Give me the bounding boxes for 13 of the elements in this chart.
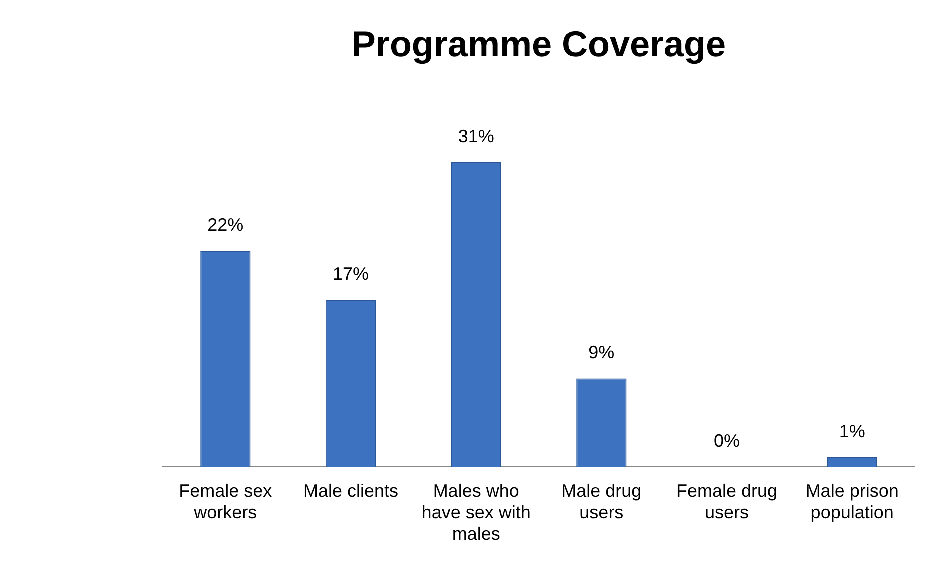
chart-title: Programme Coverage	[352, 24, 726, 65]
x-tick-label: Female drug users	[676, 480, 778, 523]
x-tick-label: Male prison population	[806, 480, 899, 523]
x-tick-label: Male clients	[303, 480, 399, 501]
data-label: 1%	[839, 421, 866, 442]
data-label: 31%	[458, 126, 494, 146]
data-label: 0%	[714, 431, 740, 452]
x-tick-label: Males who have sex with males	[422, 480, 531, 544]
data-label: 17%	[332, 264, 370, 284]
data-label: 22%	[208, 214, 244, 235]
x-tick-label: Female sex workers	[179, 480, 272, 523]
x-tick-label: Male drug users	[562, 480, 642, 523]
data-label: 9%	[588, 342, 615, 363]
